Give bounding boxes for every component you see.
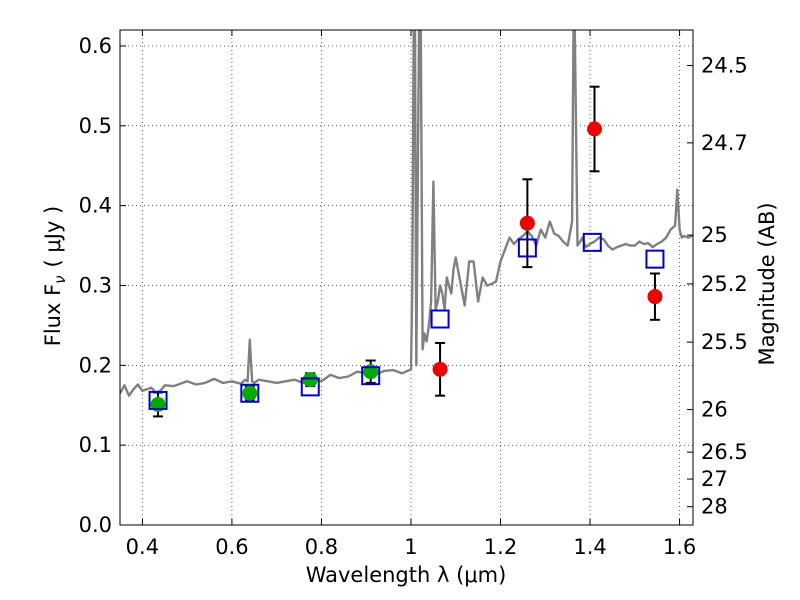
tick-labels: 0.4 0.6 0.8 1 1.2 1.4 1.6 0.0 0.1 0.2 0.3 0.4 0.5 0.6… [79,34,748,559]
model-square [645,249,665,269]
x-tick-label: 0.4 [126,535,159,559]
mag-tick-label: 24.7 [701,131,748,155]
model-square [148,390,168,410]
mag-tick-label: 27 [701,467,728,491]
x-tick-label: 1.2 [484,535,517,559]
red-point [519,215,535,231]
x-tick-label: 1.4 [573,535,606,559]
model-square [582,232,602,252]
mag-tick-label: 25.5 [701,330,748,354]
model-square [361,366,381,386]
y-axis-label-sub: ν [51,275,69,283]
model-square [300,377,320,397]
mag-tick-label: 25.2 [701,272,748,296]
y-tick-label: 0.6 [79,34,112,58]
y-tick-label: 0.4 [79,194,112,218]
x-tick-label: 1 [404,535,417,559]
mag-tick-label: 26 [701,398,728,422]
mag-tick-label: 26.5 [701,440,748,464]
y-axis-label-unit: ( μJy ) [41,206,65,268]
spectrum-line [120,30,693,397]
y2-axis-label: Magnitude (AB) [755,202,779,365]
x-tick-label: 0.8 [305,535,338,559]
model-square [240,383,260,403]
y-tick-label: 0.5 [79,114,112,138]
x-axis-label: Wavelength λ (μm) [306,563,507,587]
mag-tick-label: 25 [701,223,728,247]
red-point [432,361,448,377]
red-point [647,289,663,305]
green-point [302,372,318,388]
y-tick-label: 0.2 [79,353,112,377]
x-tick-label: 1.6 [663,535,696,559]
grid [120,30,693,526]
spectrum-layer [120,30,693,397]
mag-tick-label: 28 [701,495,728,519]
y-axis-label-main: Flux F [41,284,65,346]
x-tick-label: 0.6 [215,535,248,559]
model-square [517,238,537,258]
y-tick-label: 0.3 [79,273,112,297]
plot-frame [119,29,694,526]
model-squares [148,232,665,410]
y-tick-label: 0.0 [79,513,112,537]
green-point [242,385,258,401]
y-tick-label: 0.1 [79,433,112,457]
y-axis-label: Flux Fν ( μJy ) [41,206,69,347]
model-square [430,309,450,329]
ticks [120,30,693,526]
points [150,121,663,412]
mag-tick-label: 24.5 [701,54,748,78]
red-point [587,121,603,137]
